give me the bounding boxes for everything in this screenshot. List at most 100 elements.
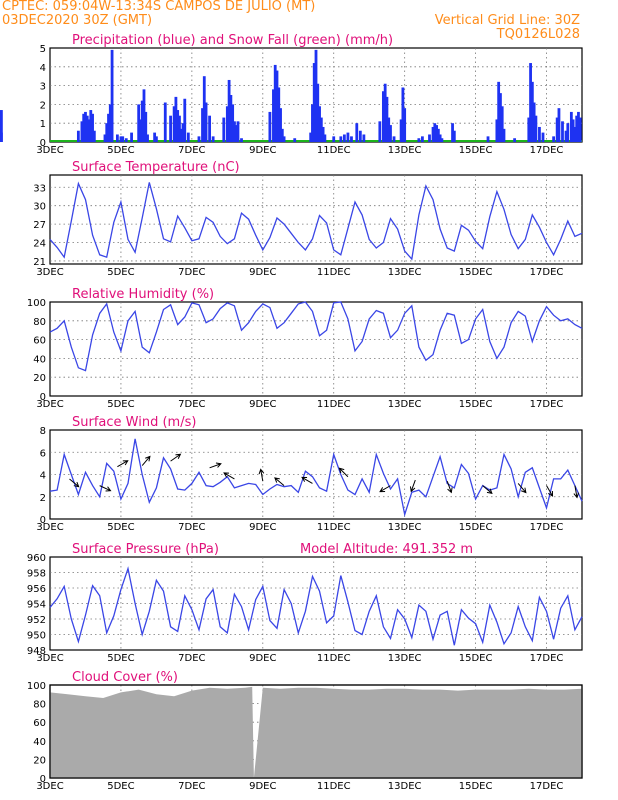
wind-ytick-label: 4 (40, 471, 46, 482)
cloud-ytick-label: 100 (27, 681, 46, 692)
precip-bar (573, 126, 577, 142)
humidity-xtick-label: 3DEC (36, 399, 63, 410)
precip-bar (530, 81, 534, 142)
precip-bar (389, 125, 392, 142)
wind-direction-arrow (274, 477, 285, 487)
cloud-xtick-label: 11DEC (317, 781, 351, 792)
header-station-line: CPTEC: 059:04W-13:34S CAMPOS DE JULIO (M… (2, 0, 316, 14)
precip-bar (277, 87, 281, 142)
wind-direction-arrow (517, 483, 527, 494)
cloud-ytick-label: 0 (40, 774, 46, 785)
humidity-xtick-label: 11DEC (317, 399, 351, 410)
precip-bar (229, 95, 233, 142)
temperature-ytick-label: 27 (33, 220, 46, 231)
precip-bar (312, 63, 316, 142)
precip-bar (178, 115, 181, 142)
temperature-xtick-label: 11DEC (317, 267, 351, 278)
pressure-ytick-label: 948 (27, 646, 46, 657)
precip-bar (383, 83, 387, 142)
precip-bar (107, 113, 110, 142)
precip-bar (529, 63, 532, 142)
precip-bar (0, 132, 3, 142)
precip-bar (311, 104, 314, 142)
precip-bar (0, 110, 3, 142)
pressure-xtick-label: 17DEC (530, 653, 564, 664)
wind-direction-arrow (258, 468, 265, 482)
wind-direction-arrow (69, 478, 80, 488)
precip-xtick-label: 15DEC (459, 145, 493, 156)
wind-xtick-label: 17DEC (530, 522, 564, 533)
pressure-xtick-label: 15DEC (459, 653, 493, 664)
humidity-xtick-label: 9DEC (249, 399, 276, 410)
precip-bar (144, 111, 148, 142)
precip-bar (339, 136, 343, 142)
precip-ytick-label: 1 (40, 119, 46, 130)
precip-xtick-label: 17DEC (530, 145, 564, 156)
precip-bar (202, 76, 206, 142)
precip-ytick-label: 4 (40, 63, 46, 74)
precip-xtick-label: 7DEC (178, 145, 205, 156)
precip-xtick-label: 9DEC (249, 145, 276, 156)
precip-bar (87, 119, 91, 142)
pressure-xtick-label: 3DEC (36, 653, 63, 664)
precip-bar (231, 104, 235, 142)
pressure-series-line (49, 566, 583, 646)
cloud-ytick-label: 40 (33, 737, 46, 748)
precip-bar (85, 115, 89, 142)
precip-bar (323, 134, 327, 142)
temperature-ytick-label: 33 (33, 183, 46, 194)
cloud-ytick-label: 80 (33, 700, 46, 711)
precip-bar (76, 130, 80, 142)
temperature-ytick-label: 30 (33, 202, 46, 213)
precip-bar (208, 115, 211, 142)
pressure-xtick-label: 7DEC (178, 653, 205, 664)
precip-bar (115, 134, 119, 142)
precip-bar (316, 83, 320, 142)
precip-xtick-label: 11DEC (317, 145, 351, 156)
precip-bar (438, 134, 442, 142)
wind-panel: 0 2 4 6 8 3DEC 5DEC 7DEC 9DEC 11DEC 13DEC 15DEC 17DE… (36, 415, 583, 533)
precip-bar (497, 81, 501, 142)
precip-bar (417, 138, 421, 142)
humidity-ytick-label: 20 (33, 373, 46, 384)
precip-bar (318, 106, 321, 142)
humidity-title: Relative Humidity (%) (72, 287, 214, 302)
precip-bar (433, 123, 437, 142)
humidity-xtick-label: 17DEC (530, 399, 564, 410)
precip-panel: 0 1 2 3 4 5 3DEC 5DEC 7DEC 9DEC 11DEC 13DEC 15DEC 17D… (0, 33, 583, 156)
precip-bar (358, 130, 362, 142)
temperature-xtick-label: 5DEC (107, 267, 134, 278)
precip-bar (197, 136, 201, 142)
precip-xtick-label: 13DEC (388, 145, 422, 156)
humidity-ytick-label: 40 (33, 354, 46, 365)
cloud-ytick-label: 20 (33, 755, 46, 766)
temperature-xtick-label: 7DEC (178, 267, 205, 278)
precip-bar (234, 125, 238, 142)
humidity-ytick-label: 0 (40, 392, 46, 403)
precip-bar (186, 132, 190, 142)
precip-bar (280, 128, 284, 142)
precip-bar (140, 100, 144, 142)
wind-xtick-label: 9DEC (249, 522, 276, 533)
precip-bar (110, 49, 114, 142)
precip-bar (555, 117, 559, 142)
precip-bar (163, 102, 167, 142)
cloud-frame-top (49, 684, 583, 779)
precip-bar (108, 104, 112, 142)
cloud-panel: 0 20 40 60 80 100 3DEC 5DEC 7DEC 9DEC 11DEC 13DEC 15… (27, 670, 583, 792)
precip-bar (155, 136, 158, 142)
temperature-title: Surface Temperature (nC) (72, 160, 240, 175)
precip-bar (452, 130, 456, 142)
precip-bar (174, 96, 178, 142)
precip-bar (169, 115, 172, 142)
wind-direction-arrow (573, 485, 580, 499)
precip-bar (201, 108, 204, 142)
cloud-cover-area (50, 686, 582, 778)
precip-bar (82, 113, 86, 142)
precip-bar (172, 106, 176, 142)
precip-bar (532, 102, 536, 142)
temperature-xtick-label: 15DEC (459, 267, 493, 278)
precip-bar (240, 138, 243, 142)
precip-bar (428, 134, 431, 142)
